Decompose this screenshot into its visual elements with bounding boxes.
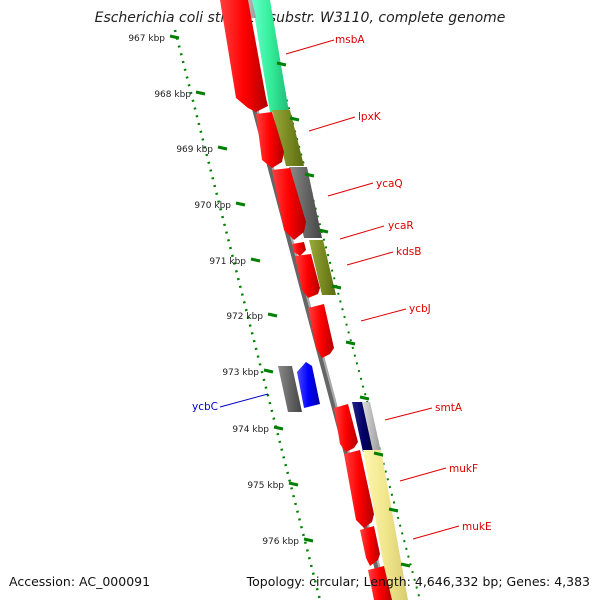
ruler-tick-label: 969 kbp (176, 145, 213, 155)
gene-ycaR-shape[interactable] (292, 242, 306, 256)
ruler-tick-mark (267, 312, 278, 318)
gene-leader-line (412, 525, 460, 540)
feature-ring-tick (400, 562, 411, 568)
feature-ring-tick (304, 172, 315, 178)
ruler-tick-label: 971 kbp (209, 257, 246, 267)
feature-ring-tick (276, 61, 287, 67)
gene-label-mukE[interactable]: mukE (462, 521, 492, 533)
gene-leader-line (360, 308, 407, 322)
gene-mukF-shape[interactable] (344, 450, 374, 528)
gene-label-ycaQ[interactable]: ycaQ (376, 178, 403, 190)
ruler-tick-mark (217, 145, 228, 151)
cog-block-ycaQ (289, 167, 322, 238)
gene-label-ycbC[interactable]: ycbC (192, 401, 218, 413)
ruler-ticks: 967 kbp 968 kbp 969 kbp 970 kbp 971 kbp 972 k… (128, 34, 314, 547)
ruler-tick-mark (288, 481, 299, 487)
gene-label-mukF[interactable]: mukF (449, 463, 478, 475)
feature-ring-tick (359, 395, 370, 401)
ruler-tick-label: 976 kbp (262, 537, 299, 547)
ruler-tick-label: 973 kbp (222, 368, 259, 378)
cog-block-smtA (352, 402, 375, 452)
feature-ring-tick (345, 340, 356, 346)
ruler-tick-mark (235, 201, 246, 207)
feature-ring-tick (289, 116, 300, 122)
feature-ring-ticks (276, 61, 411, 568)
gene-smtA-shape[interactable] (334, 404, 358, 452)
gene-label-smtA[interactable]: smtA (435, 402, 463, 414)
ruler-tick-mark (250, 257, 261, 263)
gene-labels: msbA lpxK ycaQ ycaR kdsB ycbJ ycbC smtA mukF mukE (192, 34, 492, 540)
cog-category-band (238, 0, 408, 600)
cog-block-kdsB (309, 240, 336, 295)
ruler-tick-label: 975 kbp (247, 481, 284, 491)
gene-leader-line (327, 182, 374, 197)
ruler-tick-mark (195, 90, 206, 96)
ruler-tick-label: 972 kbp (226, 312, 263, 322)
feature-ring-tick (331, 284, 342, 290)
gene-leader-line (384, 407, 433, 421)
feature-ring-tick (318, 228, 329, 234)
ruler-tick-mark (263, 368, 274, 374)
ruler-tick-mark (169, 34, 180, 40)
gene-leader-line (339, 225, 385, 240)
gene-lpxK-shape[interactable] (256, 112, 284, 168)
ruler-tick-mark (303, 537, 314, 543)
cog-block-ycbC (278, 366, 302, 412)
ruler-tick-label: 970 kbp (194, 201, 231, 211)
gene-leader-line (308, 116, 356, 132)
cog-block-lpxK (272, 110, 304, 166)
gene-mukB-shape[interactable] (368, 566, 392, 600)
gene-label-msbA[interactable]: msbA (335, 34, 365, 46)
gene-ycaQ-shape[interactable] (272, 168, 306, 240)
genome-title: Escherichia coli str. K-12 substr. W3110… (94, 10, 506, 26)
cog-block-mukF (363, 450, 408, 600)
topology-summary: Topology: circular; Length: 4,646,332 bp… (246, 574, 590, 589)
gene-msbA-shape[interactable] (220, 0, 268, 112)
cog-block-smtA-light (362, 402, 381, 452)
gene-kdsB-shape[interactable] (295, 254, 320, 298)
gene-leader-line (219, 393, 269, 408)
gene-leader-line (399, 467, 447, 482)
cog-block-msbA (252, 0, 289, 112)
gene-label-kdsB[interactable]: kdsB (396, 246, 421, 258)
gene-ycbJ-shape[interactable] (308, 304, 334, 358)
feature-ring-tick (373, 451, 384, 457)
accession-label: Accession: AC_000091 (9, 574, 151, 589)
ruler-tick-mark (273, 425, 284, 431)
feature-ring-tick (388, 507, 399, 513)
gene-ycbC-shape[interactable] (297, 362, 320, 408)
gene-leader-line (346, 251, 394, 266)
ruler-tick-label: 968 kbp (154, 90, 191, 100)
gene-mukE-shape[interactable] (360, 526, 380, 566)
ruler-tick-label: 974 kbp (232, 425, 269, 435)
gene-label-ycaR[interactable]: ycaR (388, 220, 414, 232)
gene-label-lpxK[interactable]: lpxK (358, 111, 382, 123)
gene-leader-line (285, 39, 335, 55)
gene-label-ycbJ[interactable]: ycbJ (409, 303, 431, 315)
ruler-tick-label: 967 kbp (128, 34, 165, 44)
